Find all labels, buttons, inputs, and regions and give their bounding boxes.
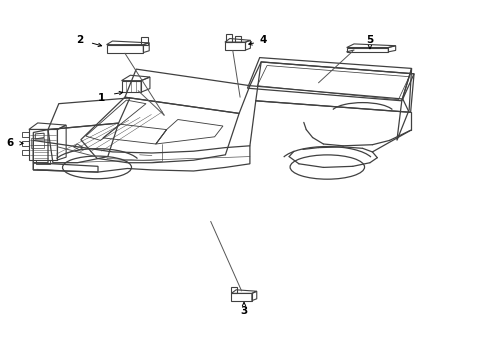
- Text: 2: 2: [76, 35, 83, 45]
- Text: 4: 4: [260, 35, 268, 45]
- Text: 3: 3: [241, 306, 247, 316]
- Text: 5: 5: [367, 35, 373, 45]
- Text: 1: 1: [98, 93, 105, 103]
- Text: 6: 6: [6, 138, 13, 148]
